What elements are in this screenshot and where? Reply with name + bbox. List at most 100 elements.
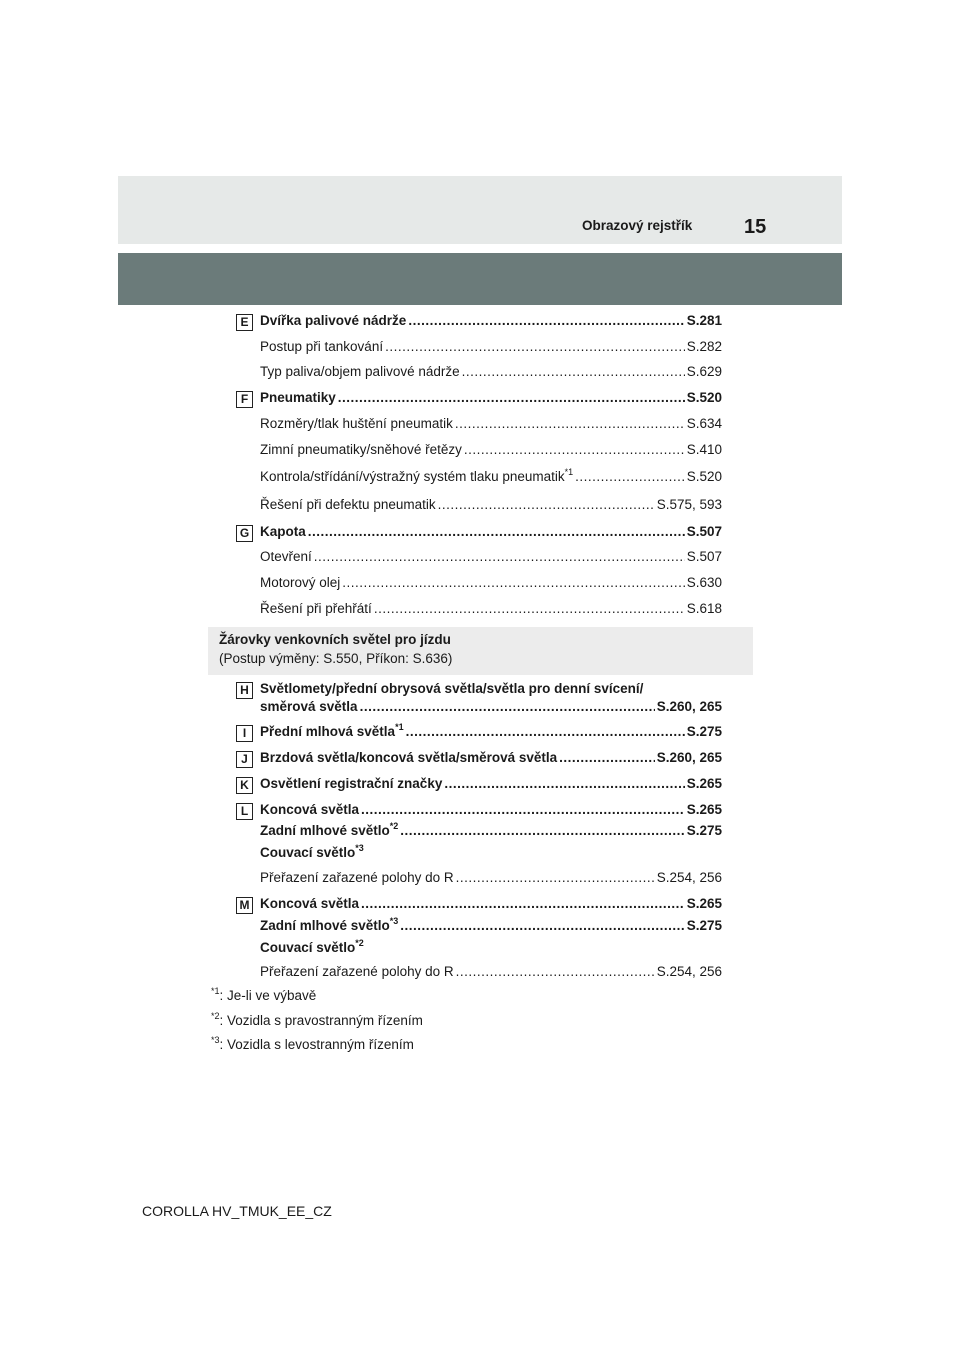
footnote-mark: *1 <box>395 722 404 732</box>
index-entry[interactable]: Couvací světlo*2 <box>260 938 722 956</box>
page-reference[interactable]: S.629 <box>686 364 722 379</box>
callout-letter-i: I <box>236 725 253 742</box>
page-reference[interactable]: S.507 <box>686 549 722 564</box>
page-reference[interactable]: S.265 <box>686 802 722 817</box>
index-entry[interactable]: Koncová světla S.265 <box>260 896 722 912</box>
dot-leader <box>575 469 685 485</box>
dot-leader <box>456 964 655 980</box>
footer-model-code: COROLLA HV_TMUK_EE_CZ <box>142 1203 332 1219</box>
index-entry[interactable]: Přeřazení zařazené polohy do R S.254, 256 <box>260 870 722 886</box>
dot-leader <box>559 750 655 766</box>
index-entry[interactable]: Kontrola/střídání/výstražný systém tlaku… <box>260 467 722 485</box>
bulbs-subtitle: (Postup výměny: S.550, Příkon: S.636) <box>219 651 453 666</box>
dot-leader <box>338 390 685 406</box>
page-reference[interactable]: S.254, 256 <box>656 964 722 979</box>
callout-letter-j: J <box>236 751 253 768</box>
footnote-mark: *2 <box>355 938 364 948</box>
page-reference[interactable]: S.520 <box>686 390 722 405</box>
entry-label: Brzdová světla/koncová světla/směrová sv… <box>260 750 558 765</box>
index-entry[interactable]: Couvací světlo*3 <box>260 843 722 861</box>
entry-label: Osvětlení registrační značky <box>260 776 443 791</box>
page-reference[interactable]: S.282 <box>686 339 722 354</box>
dot-leader <box>360 699 655 715</box>
page-reference[interactable]: S.275 <box>686 823 722 838</box>
page-reference[interactable]: S.265 <box>686 896 722 911</box>
page-reference[interactable]: S.265 <box>686 776 722 791</box>
page-reference[interactable]: S.275 <box>686 724 722 739</box>
dot-leader <box>408 313 684 329</box>
footnote: *2: Vozidla s pravostranným řízením <box>211 1011 423 1029</box>
page-reference[interactable]: S.254, 256 <box>656 870 722 885</box>
index-entry[interactable]: Brzdová světla/koncová světla/směrová sv… <box>260 750 722 766</box>
page-number: 15 <box>744 216 767 238</box>
dot-leader <box>456 870 655 886</box>
callout-letter-f: F <box>236 391 253 408</box>
dot-leader <box>400 823 684 839</box>
dot-leader <box>455 416 685 432</box>
entry-label: Couvací světlo*3 <box>260 843 364 861</box>
index-entry[interactable]: Řešení při defektu pneumatik S.575, 593 <box>260 497 722 513</box>
callout-letter-e: E <box>236 314 253 331</box>
page-reference[interactable]: S.634 <box>686 416 722 431</box>
footnote-text: : Je-li ve výbavě <box>219 988 317 1003</box>
entry-label: Pneumatiky <box>260 390 336 405</box>
footnote: *1: Je-li ve výbavě <box>211 987 317 1004</box>
page-reference[interactable]: S.260, 265 <box>656 750 722 765</box>
page-reference[interactable]: S.618 <box>686 601 722 616</box>
entry-label: Zimní pneumatiky/sněhové řetězy <box>260 442 462 457</box>
index-entry[interactable]: Řešení při přehřátí S.618 <box>260 601 722 617</box>
index-entry[interactable]: Otevření S.507 <box>260 549 722 565</box>
callout-letter-k: K <box>236 777 253 794</box>
callout-letter-h: H <box>236 682 253 699</box>
dot-leader <box>444 776 684 792</box>
index-entry[interactable]: Kapota S.507 <box>260 524 722 540</box>
bulbs-title: Žárovky venkovních světel pro jízdu <box>219 632 451 647</box>
entry-label-line1: Světlomety/přední obrysová světla/světla… <box>260 681 644 696</box>
entry-label: Dvířka palivové nádrže <box>260 313 407 328</box>
entry-label: Řešení při defektu pneumatik <box>260 497 436 512</box>
entry-label: Řešení při přehřátí <box>260 601 372 616</box>
entry-label: Postup při tankování <box>260 339 384 354</box>
index-entry[interactable]: Koncová světla S.265 <box>260 802 722 818</box>
index-entry[interactable]: Rozměry/tlak huštění pneumatik S.634 <box>260 416 722 432</box>
page-reference[interactable]: S.507 <box>686 524 722 539</box>
dot-leader <box>438 497 655 513</box>
callout-letter-m: M <box>236 897 253 914</box>
index-entry[interactable]: Osvětlení registrační značky S.265 <box>260 776 722 792</box>
page-reference[interactable]: S.410 <box>686 442 722 457</box>
entry-label: Koncová světla <box>260 896 360 911</box>
header-band <box>118 176 842 244</box>
index-entry[interactable]: Typ paliva/objem palivové nádrže S.629 <box>260 364 722 380</box>
entry-label: směrová světla <box>260 699 358 714</box>
footnote-mark: *1 <box>564 467 574 477</box>
dot-leader <box>342 575 684 591</box>
dot-leader <box>361 896 685 912</box>
entry-label: Typ paliva/objem palivové nádrže <box>260 364 460 379</box>
page-reference[interactable]: S.520 <box>686 469 722 484</box>
index-entry[interactable]: Zadní mlhové světlo*2 S.275 <box>260 821 722 839</box>
footnote-mark: *2 <box>211 1011 220 1021</box>
page-reference[interactable]: S.630 <box>686 575 722 590</box>
footnote-mark: *2 <box>389 821 399 831</box>
entry-label: Kapota <box>260 524 306 539</box>
index-entry[interactable]: směrová světla S.260, 265 <box>260 699 722 715</box>
index-entry[interactable]: Přední mlhová světla*1 S.275 <box>260 722 722 740</box>
index-entry[interactable]: Postup při tankování S.282 <box>260 339 722 355</box>
page-reference[interactable]: S.260, 265 <box>656 699 722 714</box>
index-entry[interactable]: Motorový olej S.630 <box>260 575 722 591</box>
index-entry[interactable]: Přeřazení zařazené polohy do R S.254, 256 <box>260 964 722 980</box>
page-reference[interactable]: S.275 <box>686 918 722 933</box>
entry-label: Kontrola/střídání/výstražný systém tlaku… <box>260 467 574 485</box>
page-reference[interactable]: S.281 <box>686 313 722 328</box>
index-entry[interactable]: Zadní mlhové světlo*3 S.275 <box>260 917 722 934</box>
dot-leader <box>308 524 685 540</box>
index-entry[interactable]: Pneumatiky S.520 <box>260 390 722 406</box>
footnote-text: : Vozidla s pravostranným řízením <box>219 1013 423 1028</box>
entry-label: Koncová světla <box>260 802 360 817</box>
page-reference[interactable]: S.575, 593 <box>656 497 722 512</box>
entry-label: Přeřazení zařazené polohy do R <box>260 870 454 885</box>
callout-letter-g: G <box>236 525 253 542</box>
index-entry[interactable]: Zimní pneumatiky/sněhové řetězy S.410 <box>260 442 722 458</box>
index-entry[interactable]: Dvířka palivové nádrže S.281 <box>260 313 722 329</box>
